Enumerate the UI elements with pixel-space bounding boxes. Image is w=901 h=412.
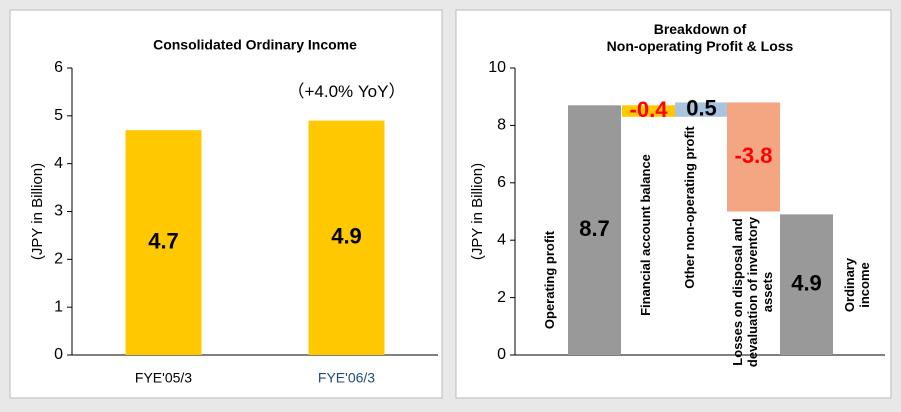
y-tick-label: 5 <box>54 107 63 124</box>
y-tick-label: 8 <box>497 117 506 134</box>
bar <box>308 120 385 355</box>
y-tick-label: 0 <box>54 346 63 363</box>
y-axis-label: (JPY in Billion) <box>469 163 486 260</box>
category-label: Financial account balance <box>638 154 653 316</box>
y-tick-label: 0 <box>497 346 506 363</box>
chart-title: Consolidated Ordinary Income <box>153 37 357 53</box>
x-tick-label: FYE'06/3 <box>318 370 375 386</box>
y-tick-label: 4 <box>497 231 506 248</box>
y-tick-label: 3 <box>54 203 63 220</box>
category-label: Other non-operating profit <box>682 126 697 289</box>
y-tick-label: 4 <box>54 155 63 172</box>
value-label: 4.9 <box>791 270 822 295</box>
annotation: （+4.0% YoY） <box>288 82 406 101</box>
y-tick-label: 6 <box>54 59 63 76</box>
value-label: 4.9 <box>331 224 362 249</box>
value-label: 0.5 <box>686 95 717 120</box>
y-tick-label: 2 <box>54 251 63 268</box>
category-label: Losses on disposal and devaluation of in… <box>730 216 775 368</box>
category-label: Ordinary income <box>842 257 872 313</box>
bar <box>780 214 833 355</box>
value-label: 8.7 <box>579 216 610 241</box>
value-label: -3.8 <box>735 143 773 168</box>
value-label: -0.4 <box>630 97 669 122</box>
value-label: 4.7 <box>148 228 179 253</box>
bar <box>675 102 728 117</box>
y-tick-label: 10 <box>488 59 506 76</box>
bar <box>727 102 780 212</box>
y-tick-label: 1 <box>54 298 63 315</box>
y-axis-label: (JPY in Billion) <box>29 163 46 260</box>
y-tick-label: 2 <box>497 289 506 306</box>
bar <box>622 105 675 117</box>
x-tick-label: FYE'05/3 <box>135 370 192 386</box>
chart-title: Breakdown of Non-operating Profit & Loss <box>607 21 794 54</box>
category-label: Operating profit <box>542 230 557 330</box>
y-tick-label: 6 <box>497 174 506 191</box>
bar <box>568 105 621 355</box>
bar <box>125 130 202 355</box>
